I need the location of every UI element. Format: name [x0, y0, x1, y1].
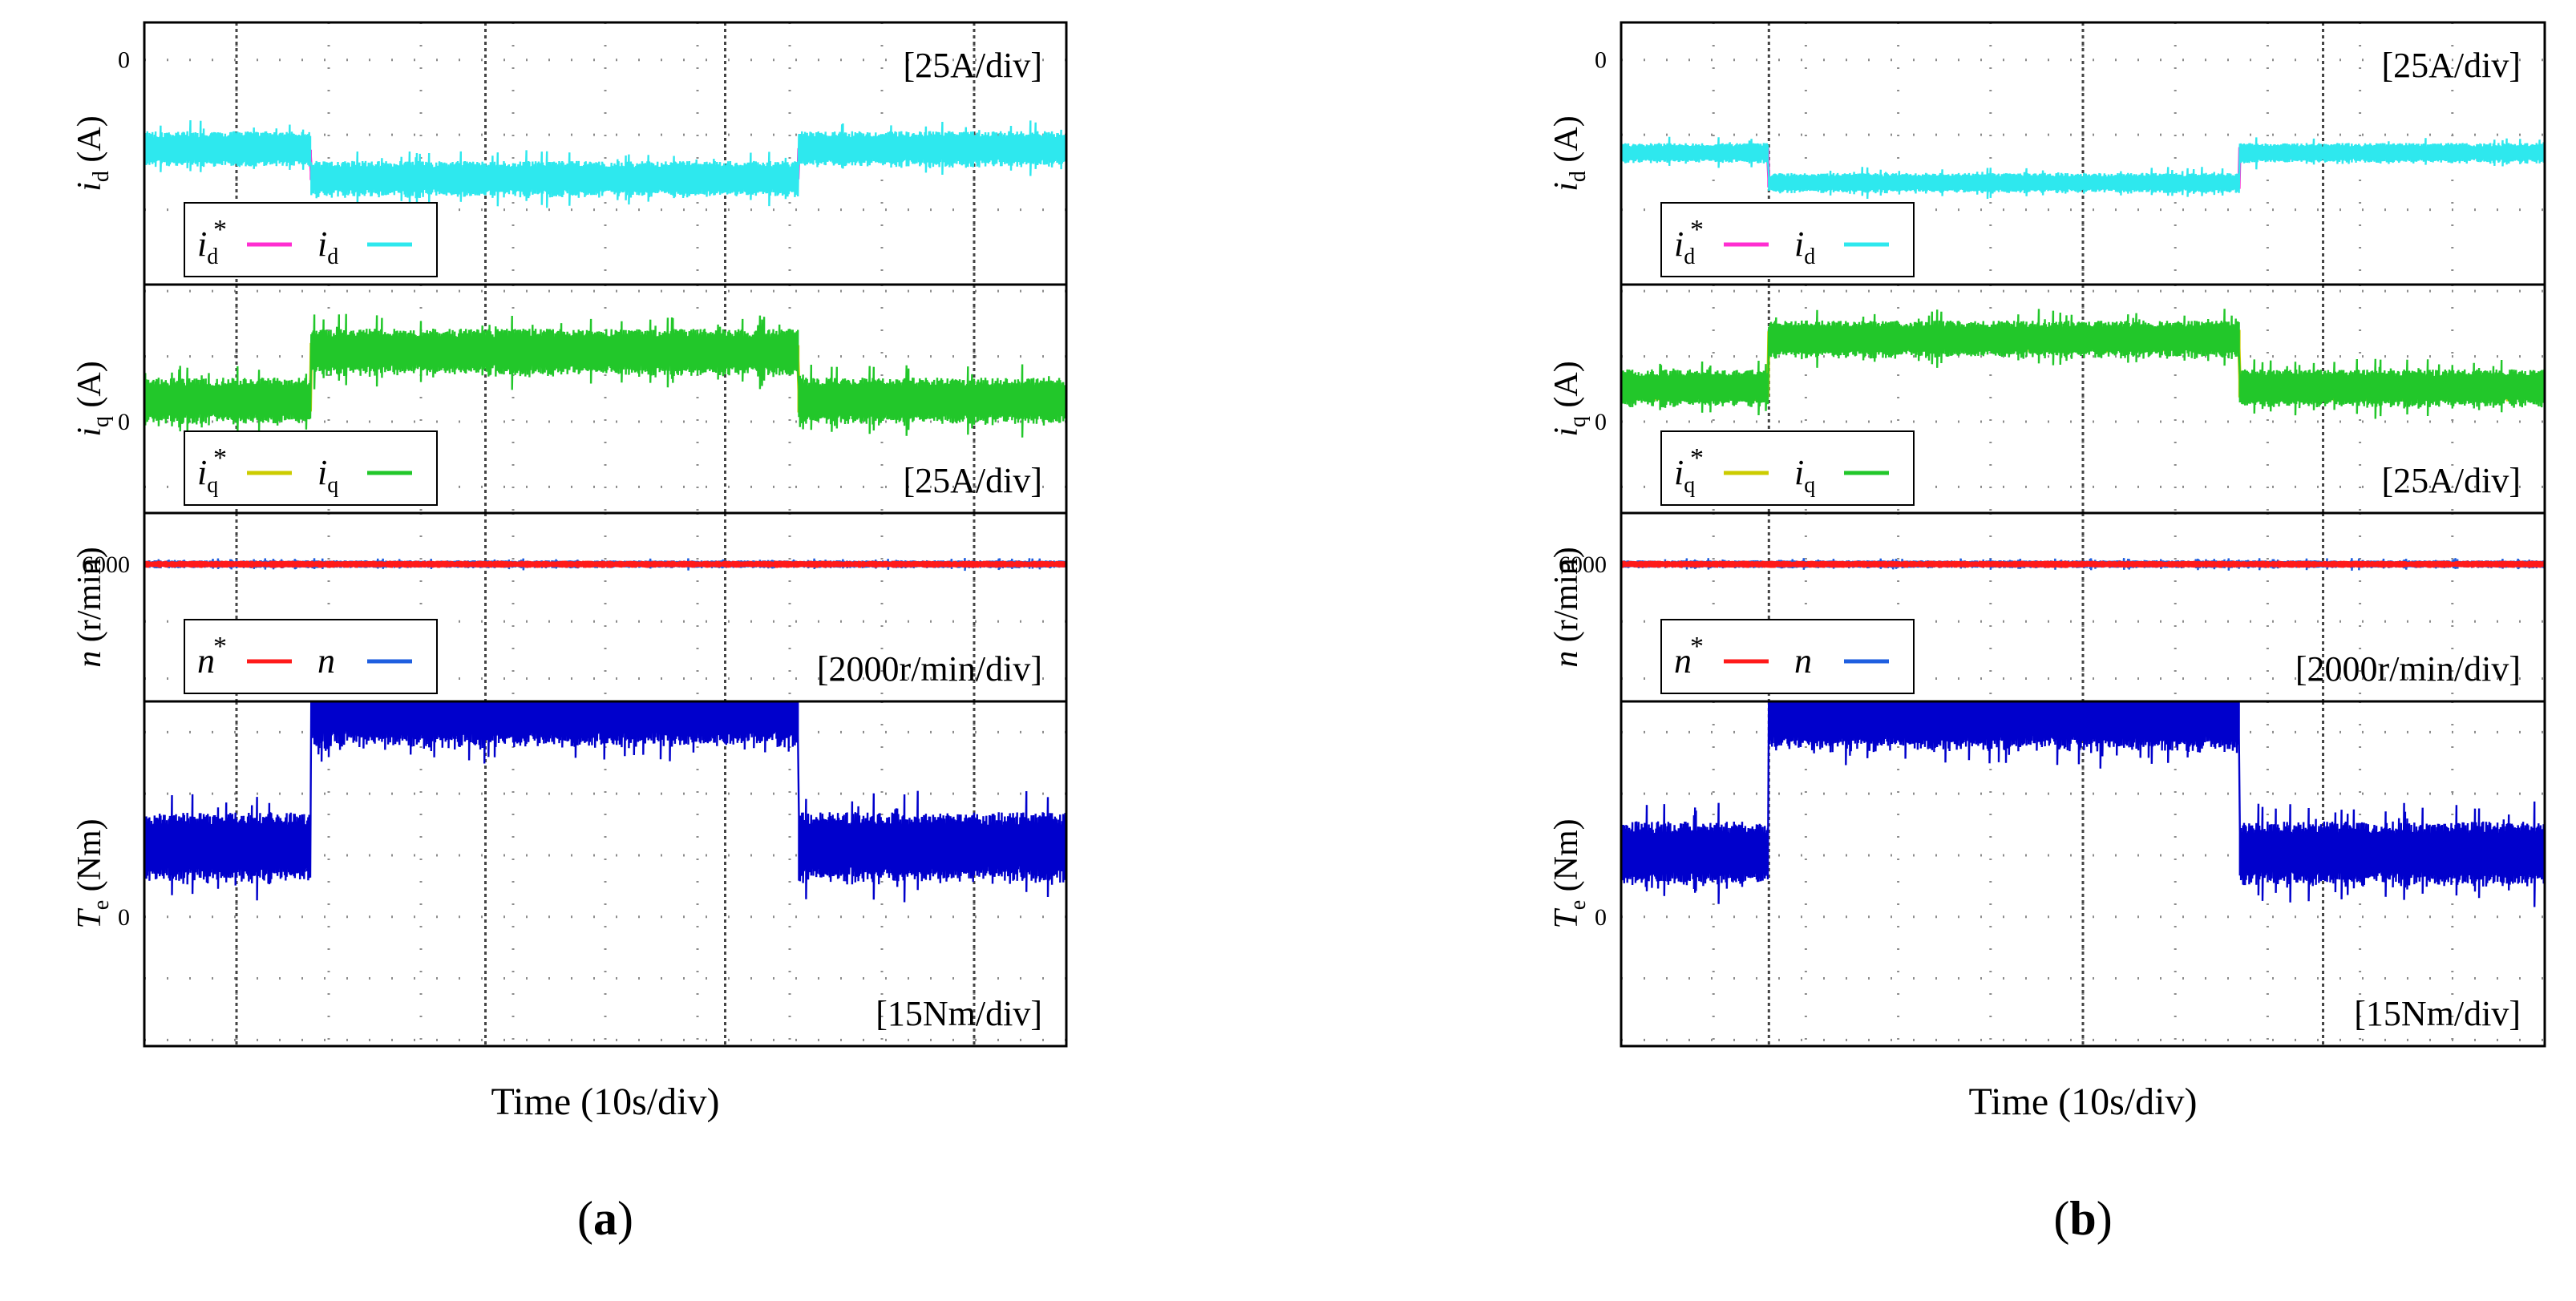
time-axis-label: Time (10s/div) [1969, 1081, 2198, 1123]
y-axis-label: id (A) [71, 115, 114, 191]
traces [144, 557, 1066, 572]
scale-label: [15Nm/div] [876, 994, 1042, 1033]
series-id-measured [1621, 136, 2545, 200]
series-iq-measured [1621, 309, 2545, 419]
traces [1621, 309, 2545, 419]
series-n-reference [144, 560, 1066, 568]
legend: n* n [184, 619, 438, 694]
series-id-measured [144, 119, 1066, 208]
subplot-id: 0id (A)[25A/div]id* id [71, 21, 1068, 286]
subplot-Te: 0Te (Nm) [15Nm/div] [71, 700, 1068, 1048]
zero-label: 0 [118, 409, 130, 435]
scale-label: [25A/div] [2381, 46, 2521, 85]
traces [144, 313, 1066, 438]
legend-label: iq [317, 453, 338, 498]
scale-label: [25A/div] [903, 461, 1042, 500]
legend-label: n [1674, 641, 1692, 681]
legend-box [184, 202, 438, 277]
y-axis-label: n (r/min) [71, 547, 108, 667]
y-axis-label: Te (Nm) [71, 818, 114, 928]
legend-label: n [197, 641, 215, 681]
zero-label: 0 [1595, 409, 1607, 435]
scale-label: [25A/div] [903, 46, 1042, 85]
legend-label: n [1794, 641, 1812, 681]
legend-star: * [1690, 632, 1704, 661]
legend-label: iq [1674, 453, 1695, 498]
subplot-iq: 0iq (A)[25A/div]iq* iq [71, 283, 1068, 515]
zero-label: 0 [1595, 47, 1607, 74]
series-Te-measured [144, 701, 1066, 903]
series-Te-measured [1621, 701, 2545, 907]
legend-box [1660, 619, 1915, 694]
legend-box [1660, 430, 1915, 506]
subfigure-label: (a) [577, 1192, 633, 1245]
y-axis-label: Te (Nm) [1548, 818, 1591, 928]
y-axis-label: id (A) [1548, 115, 1591, 191]
subplot-iq: 0iq (A)[25A/div]iq* iq [1548, 283, 2546, 515]
legend-box [184, 430, 438, 506]
zero-label: 0 [118, 904, 130, 931]
legend-star: * [1690, 443, 1704, 473]
subplot-Te: 0Te (Nm) [15Nm/div] [1548, 700, 2546, 1048]
legend: iq* iq [1660, 430, 1915, 506]
scale-label: [2000r/min/div] [817, 649, 1042, 689]
traces [1621, 701, 2545, 907]
legend: id* id [184, 202, 438, 277]
y-axis-label: iq (A) [1548, 361, 1591, 436]
legend: id* id [1660, 202, 1915, 277]
zero-label: 6000 [1559, 552, 1607, 578]
y-axis-label: n (r/min) [1548, 547, 1585, 667]
legend-box [1660, 202, 1915, 277]
subplot-frame [143, 700, 1068, 1048]
series-n-reference [1621, 560, 2545, 568]
legend-label: iq [1794, 453, 1815, 498]
legend-label: id [197, 224, 218, 269]
scale-label: [25A/div] [2381, 461, 2521, 500]
zero-label: 0 [1595, 904, 1607, 931]
zero-label: 6000 [82, 552, 130, 578]
legend-star: * [213, 632, 227, 661]
legend-label: iq [197, 453, 218, 498]
subplot-id: 0id (A)[25A/div]id* id [1548, 21, 2546, 286]
traces [1621, 136, 2545, 200]
legend-star: * [213, 443, 227, 473]
legend-label: n [317, 641, 335, 681]
subplot-frame [1620, 700, 2546, 1048]
legend-star: * [1690, 215, 1704, 244]
legend-label: id [1794, 224, 1815, 269]
scale-label: [15Nm/div] [2354, 994, 2521, 1033]
legend-label: id [317, 224, 338, 269]
traces [144, 701, 1066, 903]
legend-box [184, 619, 438, 694]
legend: n* n [1660, 619, 1915, 694]
subfigure-label: (b) [2053, 1192, 2112, 1245]
traces [144, 119, 1066, 208]
y-axis-label: iq (A) [71, 361, 114, 436]
legend: iq* iq [184, 430, 438, 506]
legend-label: id [1674, 224, 1695, 269]
time-axis-label: Time (10s/div) [491, 1081, 720, 1123]
legend-star: * [213, 215, 227, 244]
scale-label: [2000r/min/div] [2295, 649, 2521, 689]
traces [1621, 558, 2545, 572]
zero-label: 0 [118, 47, 130, 74]
series-iq-measured [144, 313, 1066, 438]
